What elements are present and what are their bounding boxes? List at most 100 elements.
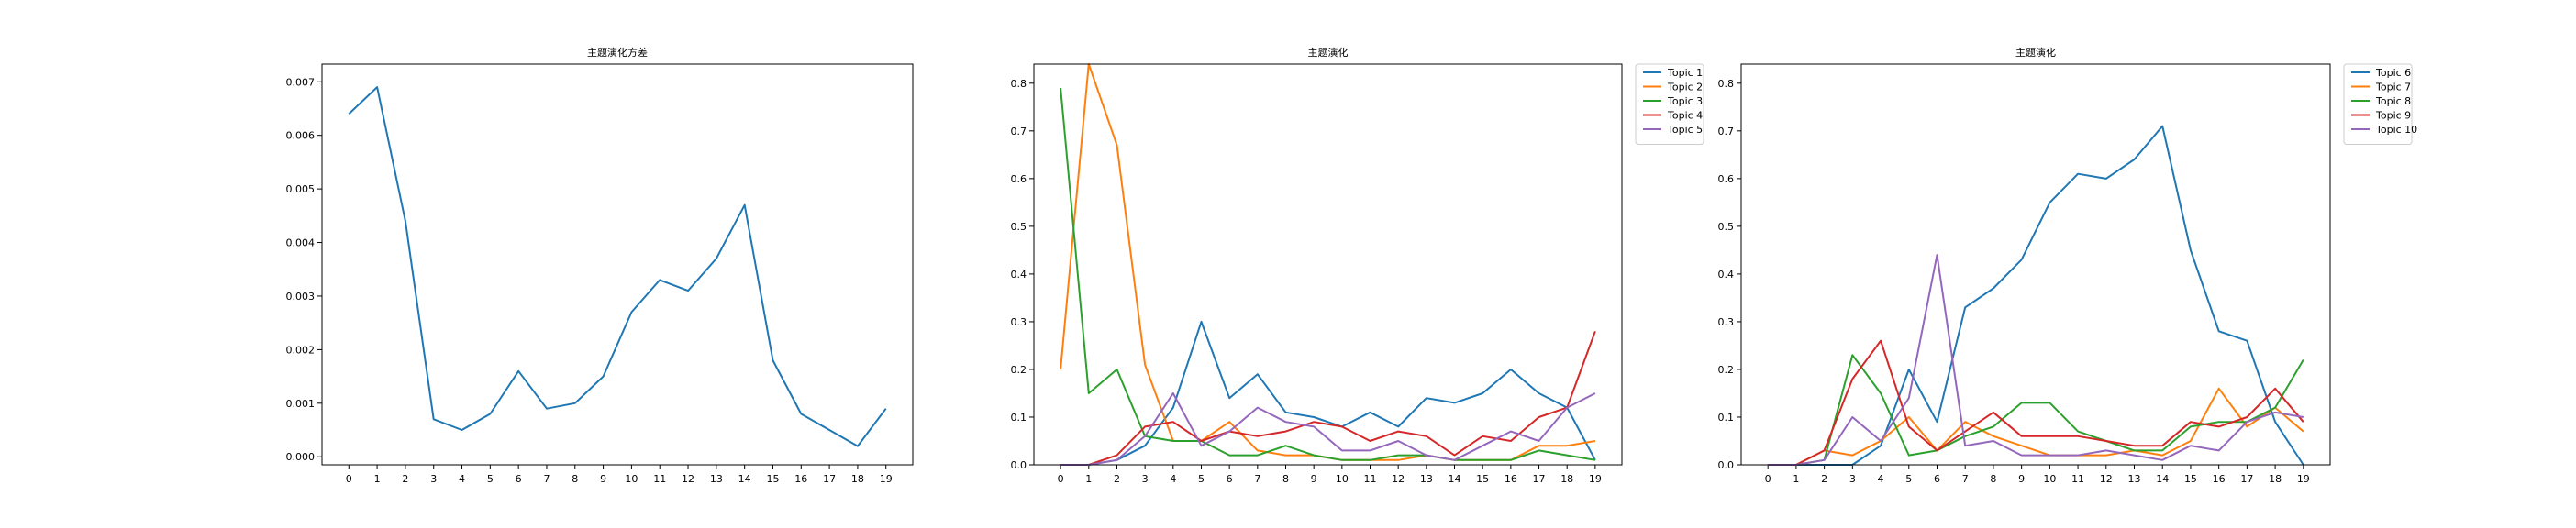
- y-tick-label: 0.7: [1011, 126, 1027, 138]
- x-tick-label: 19: [880, 473, 893, 485]
- legend-entry: Topic 5: [1667, 124, 1703, 136]
- y-tick-label: 0.2: [1011, 364, 1027, 376]
- y-tick-label: 0.7: [1718, 126, 1735, 138]
- x-tick-label: 17: [2240, 473, 2253, 485]
- x-tick-label: 15: [766, 473, 779, 485]
- x-tick-label: 16: [1505, 473, 1517, 485]
- x-tick-label: 18: [2269, 473, 2282, 485]
- x-tick-label: 19: [1589, 473, 1602, 485]
- x-tick-label: 1: [1085, 473, 1092, 485]
- x-tick-label: 7: [1962, 473, 1969, 485]
- x-tick-label: 14: [1449, 473, 1461, 485]
- x-tick-label: 9: [600, 473, 606, 485]
- x-tick-label: 0: [1765, 473, 1771, 485]
- series-line-1: [1768, 125, 2304, 466]
- x-tick-label: 13: [1420, 473, 1433, 485]
- y-tick-label: 0.5: [1011, 221, 1027, 233]
- x-tick-label: 4: [1878, 473, 1884, 485]
- legend-entry: Topic 4: [1667, 110, 1703, 122]
- y-tick-label: 0.0: [1011, 459, 1027, 471]
- legend-entry: Topic 7: [2375, 82, 2411, 94]
- y-tick-label: 0.004: [286, 237, 316, 249]
- x-tick-label: 15: [1476, 473, 1489, 485]
- x-tick-label: 10: [625, 473, 638, 485]
- y-tick-label: 0.2: [1718, 364, 1735, 376]
- chart-title: 主题演化方差: [587, 46, 648, 59]
- legend-entry: Topic 2: [1667, 82, 1703, 94]
- legend-entry: Topic 9: [2375, 110, 2411, 122]
- x-tick-label: 1: [1793, 473, 1799, 485]
- x-tick-label: 6: [1227, 473, 1233, 485]
- plot-area: [1740, 63, 2331, 466]
- plot-area: [1033, 63, 1623, 466]
- y-tick-label: 0.8: [1011, 78, 1027, 90]
- x-tick-label: 6: [516, 473, 522, 485]
- x-tick-label: 18: [851, 473, 864, 485]
- x-tick-label: 15: [2184, 473, 2197, 485]
- y-tick-label: 0.002: [286, 344, 316, 356]
- x-tick-label: 16: [2213, 473, 2226, 485]
- x-tick-label: 17: [1533, 473, 1546, 485]
- legend-entry: Topic 1: [1667, 67, 1703, 79]
- x-tick-label: 16: [794, 473, 807, 485]
- series-line-1: [348, 86, 887, 447]
- x-tick-label: 11: [653, 473, 666, 485]
- chart-title: 主题演化: [2015, 46, 2056, 59]
- x-tick-label: 19: [2297, 473, 2310, 485]
- x-tick-label: 13: [2128, 473, 2141, 485]
- x-tick-label: 12: [1392, 473, 1405, 485]
- y-tick-label: 0.3: [1011, 316, 1027, 328]
- x-tick-label: 7: [543, 473, 550, 485]
- y-tick-label: 0.0: [1718, 459, 1735, 471]
- x-tick-label: 17: [823, 473, 836, 485]
- y-tick-label: 0.4: [1718, 269, 1735, 280]
- x-tick-label: 11: [2071, 473, 2084, 485]
- y-tick-label: 0.3: [1718, 316, 1735, 328]
- x-tick-label: 13: [710, 473, 723, 485]
- x-tick-label: 11: [1364, 473, 1377, 485]
- series-line-3: [1768, 354, 2304, 466]
- x-tick-label: 0: [1058, 473, 1064, 485]
- y-tick-label: 0.6: [1011, 173, 1027, 185]
- series-line-4: [1768, 339, 2304, 466]
- y-tick-label: 0.003: [286, 291, 316, 302]
- x-tick-label: 18: [1560, 473, 1573, 485]
- legend-box: [1635, 63, 1704, 145]
- legend-entry: Topic 3: [1667, 95, 1703, 107]
- x-tick-label: 8: [1990, 473, 1996, 485]
- x-tick-label: 14: [2156, 473, 2169, 485]
- x-tick-label: 3: [430, 473, 437, 485]
- series-line-3: [1060, 87, 1596, 461]
- x-tick-label: 14: [738, 473, 751, 485]
- y-tick-label: 0.006: [286, 130, 316, 142]
- y-tick-label: 0.000: [286, 451, 316, 463]
- x-tick-label: 10: [1336, 473, 1349, 485]
- x-tick-label: 2: [402, 473, 408, 485]
- y-tick-label: 0.005: [286, 183, 316, 195]
- x-tick-label: 12: [2100, 473, 2113, 485]
- x-tick-label: 9: [2018, 473, 2025, 485]
- series-line-2: [1768, 387, 2304, 466]
- y-tick-label: 0.5: [1718, 221, 1735, 233]
- legend-entry: Topic 6: [2375, 67, 2411, 79]
- x-tick-label: 5: [1905, 473, 1912, 485]
- x-tick-label: 2: [1821, 473, 1827, 485]
- x-tick-label: 10: [2043, 473, 2056, 485]
- x-tick-label: 5: [1198, 473, 1205, 485]
- y-tick-label: 0.4: [1011, 269, 1027, 280]
- legend-entry: Topic 10: [2375, 124, 2417, 136]
- series-line-1: [1060, 320, 1596, 466]
- x-tick-label: 8: [1282, 473, 1289, 485]
- series-line-5: [1060, 392, 1596, 466]
- x-tick-label: 4: [459, 473, 465, 485]
- y-tick-label: 0.6: [1718, 173, 1735, 185]
- x-tick-label: 6: [1934, 473, 1940, 485]
- series-line-5: [1768, 254, 2304, 466]
- legend-box: [2343, 63, 2413, 145]
